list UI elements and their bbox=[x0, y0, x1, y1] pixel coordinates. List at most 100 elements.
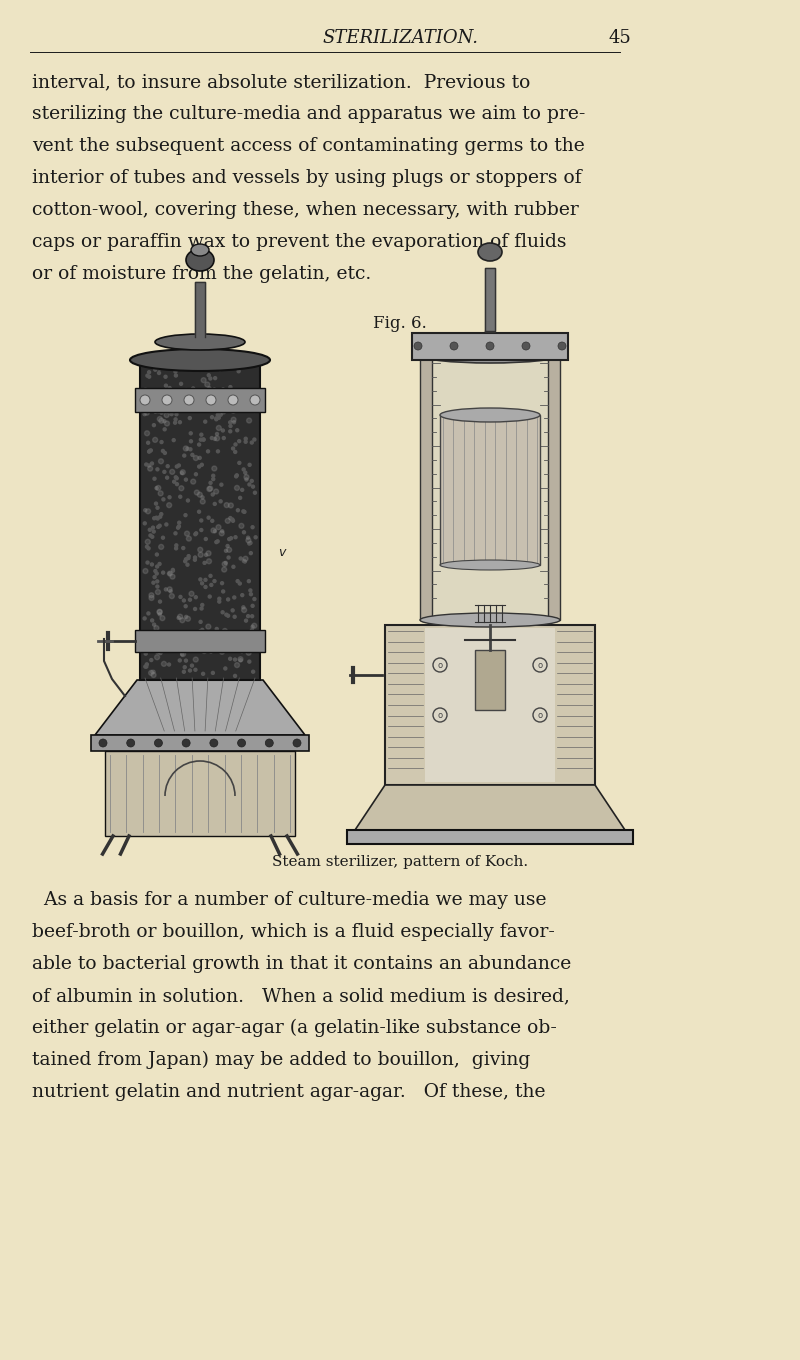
Circle shape bbox=[252, 670, 254, 673]
Circle shape bbox=[149, 596, 154, 601]
Circle shape bbox=[147, 371, 150, 374]
Circle shape bbox=[222, 642, 226, 645]
Circle shape bbox=[253, 409, 256, 412]
Circle shape bbox=[229, 420, 232, 424]
Circle shape bbox=[146, 545, 149, 548]
Circle shape bbox=[208, 643, 211, 646]
Circle shape bbox=[158, 600, 162, 602]
Circle shape bbox=[198, 492, 202, 498]
Circle shape bbox=[156, 585, 159, 588]
Circle shape bbox=[174, 374, 178, 377]
Circle shape bbox=[99, 738, 107, 747]
Circle shape bbox=[172, 439, 175, 442]
Circle shape bbox=[167, 571, 172, 577]
Circle shape bbox=[198, 552, 203, 558]
Circle shape bbox=[177, 393, 180, 396]
Circle shape bbox=[202, 649, 206, 654]
Polygon shape bbox=[91, 734, 309, 751]
Text: able to bacterial growth in that it contains an abundance: able to bacterial growth in that it cont… bbox=[32, 955, 571, 972]
Circle shape bbox=[201, 628, 204, 631]
Circle shape bbox=[185, 660, 187, 662]
Circle shape bbox=[251, 604, 254, 608]
Circle shape bbox=[158, 367, 161, 370]
Circle shape bbox=[204, 420, 206, 423]
Circle shape bbox=[147, 464, 150, 466]
Circle shape bbox=[214, 389, 218, 392]
Circle shape bbox=[198, 465, 201, 468]
Circle shape bbox=[174, 418, 177, 420]
Circle shape bbox=[164, 375, 167, 378]
Circle shape bbox=[162, 642, 165, 645]
Circle shape bbox=[237, 370, 240, 373]
Circle shape bbox=[146, 396, 148, 400]
Circle shape bbox=[251, 486, 254, 488]
Circle shape bbox=[150, 462, 154, 465]
Circle shape bbox=[202, 438, 205, 441]
Circle shape bbox=[214, 418, 218, 420]
Circle shape bbox=[156, 486, 161, 491]
Circle shape bbox=[218, 597, 221, 600]
Circle shape bbox=[145, 462, 148, 466]
Circle shape bbox=[209, 377, 212, 379]
Circle shape bbox=[209, 481, 212, 484]
Circle shape bbox=[185, 389, 188, 392]
Circle shape bbox=[151, 670, 154, 673]
Circle shape bbox=[170, 412, 173, 416]
Circle shape bbox=[170, 574, 175, 579]
Circle shape bbox=[149, 670, 154, 676]
Circle shape bbox=[253, 438, 256, 441]
Circle shape bbox=[156, 517, 159, 520]
Circle shape bbox=[236, 579, 239, 582]
Circle shape bbox=[162, 449, 165, 453]
Polygon shape bbox=[105, 751, 295, 836]
Circle shape bbox=[146, 509, 150, 514]
Circle shape bbox=[170, 593, 174, 598]
Circle shape bbox=[231, 518, 234, 521]
Circle shape bbox=[183, 446, 188, 452]
Circle shape bbox=[178, 521, 181, 524]
Circle shape bbox=[241, 593, 244, 597]
Text: of albumin in solution.   When a solid medium is desired,: of albumin in solution. When a solid med… bbox=[32, 987, 570, 1005]
Circle shape bbox=[163, 428, 166, 431]
Circle shape bbox=[151, 673, 156, 677]
Circle shape bbox=[161, 643, 164, 646]
Circle shape bbox=[250, 441, 254, 445]
Circle shape bbox=[149, 632, 152, 635]
Circle shape bbox=[157, 409, 160, 413]
Circle shape bbox=[192, 397, 197, 401]
Circle shape bbox=[160, 513, 162, 515]
Circle shape bbox=[251, 632, 254, 635]
Circle shape bbox=[181, 472, 183, 475]
Circle shape bbox=[228, 503, 234, 507]
Circle shape bbox=[179, 486, 184, 491]
Circle shape bbox=[202, 672, 205, 676]
Circle shape bbox=[171, 570, 174, 573]
Circle shape bbox=[150, 449, 152, 452]
Circle shape bbox=[162, 394, 172, 405]
Circle shape bbox=[218, 600, 221, 602]
Circle shape bbox=[221, 409, 226, 413]
Text: o: o bbox=[438, 661, 442, 669]
Circle shape bbox=[233, 596, 236, 598]
Circle shape bbox=[158, 371, 161, 374]
Circle shape bbox=[214, 435, 220, 441]
Circle shape bbox=[179, 596, 182, 598]
Circle shape bbox=[226, 518, 230, 524]
Circle shape bbox=[230, 408, 236, 413]
Circle shape bbox=[155, 487, 158, 490]
Circle shape bbox=[146, 374, 149, 377]
Circle shape bbox=[213, 579, 216, 582]
Circle shape bbox=[185, 532, 190, 536]
Circle shape bbox=[194, 490, 199, 495]
Circle shape bbox=[158, 524, 161, 528]
Circle shape bbox=[187, 555, 190, 558]
Circle shape bbox=[241, 488, 244, 491]
Circle shape bbox=[174, 641, 179, 646]
Circle shape bbox=[227, 556, 230, 559]
Circle shape bbox=[201, 604, 204, 607]
Circle shape bbox=[147, 547, 150, 549]
Circle shape bbox=[160, 616, 165, 620]
Circle shape bbox=[174, 547, 178, 549]
Circle shape bbox=[242, 530, 246, 533]
Circle shape bbox=[191, 453, 194, 457]
